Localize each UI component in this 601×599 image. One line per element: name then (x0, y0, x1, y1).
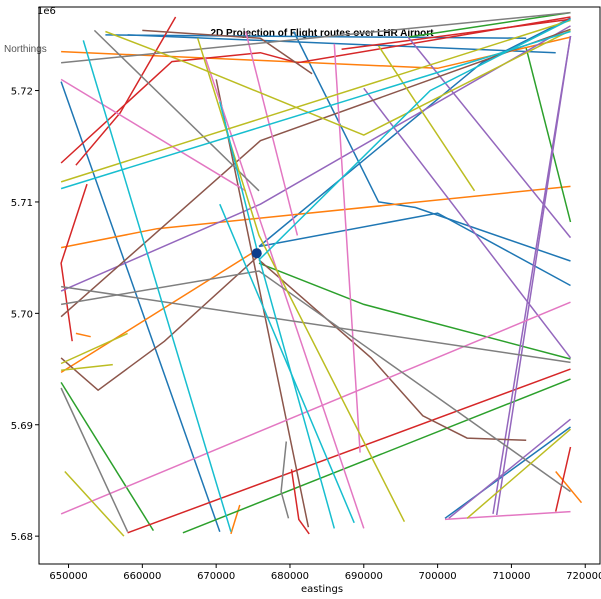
flight-route-55 (377, 45, 476, 192)
flight-route-50 (60, 332, 128, 365)
flight-route-27 (363, 87, 572, 359)
airport-marker (251, 248, 262, 259)
x-tick-label: 700000 (419, 571, 457, 582)
flight-route-38 (60, 301, 571, 515)
flight-route-19 (60, 16, 571, 164)
flight-route-30 (492, 35, 572, 515)
flight-route-44 (60, 285, 571, 364)
chart-title: 2D Projection of Flight routes over LHR … (211, 28, 435, 39)
x-axis-ticks: 650000 660000 670000 680000 690000 700000 7100… (49, 564, 601, 582)
x-tick-label: 690000 (345, 571, 383, 582)
flight-route-25 (554, 446, 572, 512)
series-layer (60, 11, 583, 537)
flight-route-61 (258, 18, 571, 261)
flight-route-28 (407, 36, 572, 239)
flight-route-1 (105, 34, 527, 39)
flight-route-26 (60, 25, 571, 292)
y-offset-label: 1e6 (37, 6, 56, 17)
flight-route-46 (61, 11, 571, 64)
flight-route-56 (466, 428, 571, 519)
flight-route-41 (333, 43, 361, 453)
flight-route-4 (258, 17, 571, 248)
y-tick-label: 5.71 (11, 198, 33, 209)
flight-route-58 (82, 40, 232, 532)
flight-route-10 (60, 248, 260, 374)
flight-route-49 (60, 19, 571, 183)
flight-route-32 (60, 28, 571, 318)
flight-route-37 (60, 78, 247, 192)
flight-route-17 (407, 11, 571, 38)
flight-route-52 (105, 29, 571, 136)
flight-route-40 (244, 31, 299, 236)
flight-route-36 (258, 259, 527, 442)
flight-route-2 (127, 34, 556, 54)
flight-route-60 (219, 203, 355, 524)
flight-route-33 (142, 29, 313, 75)
flight-route-8 (61, 36, 571, 70)
flight-route-22 (127, 368, 571, 534)
flight-route-9 (60, 185, 571, 249)
flight-route-18 (525, 48, 572, 223)
flight-route-12 (230, 504, 241, 535)
flight-route-48 (280, 441, 290, 519)
x-tick-label: 650000 (49, 571, 87, 582)
y-axis-ticks: 5.68 5.69 5.70 5.71 5.72 (11, 87, 39, 543)
plot-frame (38, 6, 601, 565)
flight-route-16 (258, 262, 571, 360)
x-tick-label: 720000 (566, 571, 601, 582)
x-tick-label: 660000 (123, 571, 161, 582)
y-tick-label: 5.68 (11, 532, 33, 543)
y-tick-label: 5.70 (11, 309, 33, 320)
flight-route-31 (448, 418, 571, 519)
flight-route-21 (60, 183, 88, 342)
flight-route-5 (258, 212, 571, 287)
marker-layer (251, 248, 262, 259)
flight-route-7 (444, 426, 571, 519)
flight-route-47 (60, 387, 129, 533)
flight-route-53 (196, 37, 406, 523)
x-axis-label: eastings (301, 584, 343, 595)
x-tick-label: 680000 (271, 571, 309, 582)
flight-route-35 (60, 254, 260, 392)
flight-route-15 (182, 378, 571, 534)
y-tick-label: 5.69 (11, 421, 33, 432)
flight-route-23 (290, 469, 310, 535)
flight-route-24 (341, 18, 571, 51)
flight-route-11 (75, 332, 91, 338)
flight-route-42 (444, 510, 571, 521)
flight-route-20 (75, 16, 177, 166)
flight-route-43 (60, 270, 571, 493)
flight-route-13 (555, 471, 583, 504)
flight-route-51 (61, 363, 113, 371)
x-tick-label: 710000 (492, 571, 530, 582)
x-tick-label: 670000 (197, 571, 235, 582)
flight-route-54 (64, 470, 125, 537)
y-tick-label: 5.72 (11, 87, 33, 98)
flight-route-14 (60, 382, 155, 531)
y-axis-label: Northings (4, 44, 47, 55)
flight-route-3 (60, 81, 221, 532)
flight-route-57 (60, 30, 571, 190)
